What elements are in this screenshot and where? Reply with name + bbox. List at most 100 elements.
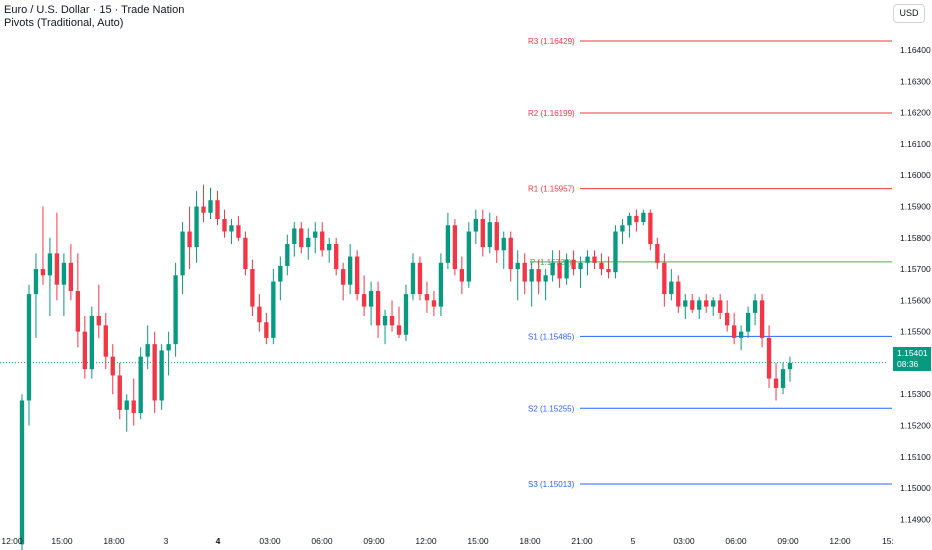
candle <box>718 294 723 320</box>
candle <box>578 256 583 288</box>
candle-body <box>683 300 688 307</box>
candle-body <box>327 244 332 251</box>
candle-body <box>152 344 157 401</box>
candle-body <box>697 300 702 310</box>
candle <box>522 253 527 295</box>
candle-body <box>271 281 276 338</box>
candle <box>438 253 444 316</box>
candle <box>54 212 60 301</box>
candle <box>431 290 437 316</box>
indicator-label[interactable]: Pivots (Traditional, Auto) <box>4 17 124 29</box>
candle-body <box>187 231 192 248</box>
chart-header: Euro / U.S. Dollar · 15 · Trade Nation P… <box>4 4 184 30</box>
candle-body <box>375 290 381 326</box>
candle <box>152 331 157 413</box>
candle-body <box>159 350 164 401</box>
pivot-label: R3 (1.16429) <box>528 37 575 46</box>
candle <box>606 256 611 279</box>
candle <box>375 281 381 338</box>
candle-body <box>61 262 67 285</box>
candle <box>466 222 472 288</box>
candle <box>529 262 534 307</box>
candle <box>389 300 395 332</box>
y-tick-label: 1.15900 <box>900 201 931 211</box>
candle <box>711 297 716 316</box>
candle <box>766 325 772 388</box>
pivot-label: R1 (1.15957) <box>528 185 575 194</box>
candle <box>564 253 569 285</box>
candle-body <box>592 256 597 263</box>
candle-body <box>550 262 555 276</box>
candle <box>243 231 248 276</box>
candle-body <box>89 315 94 370</box>
candle <box>145 325 150 370</box>
candle-body <box>166 344 171 351</box>
candle <box>187 206 192 270</box>
x-tick-label: 5 <box>631 536 636 546</box>
candle-body <box>452 225 458 270</box>
x-tick-label: 12:00 <box>1 536 23 546</box>
candle-body <box>606 269 611 273</box>
candle <box>683 294 688 320</box>
candle-body <box>508 237 513 270</box>
pivot-levels: R3 (1.16429) R2 (1.16199) R1 (1.15957) P (1… <box>528 37 892 489</box>
pivot-label: S3 (1.15013) <box>528 480 575 489</box>
candle <box>592 250 597 270</box>
candle <box>759 294 765 348</box>
candle-body <box>724 312 730 326</box>
time-axis[interactable]: 12:00 15:00 18:00 3 4 03:00 06:00 09:00 12:00 15:… <box>1 536 894 546</box>
candle <box>117 362 122 420</box>
symbol-title[interactable]: Euro / U.S. Dollar · 15 · Trade Nation <box>4 4 185 16</box>
candle-body <box>480 219 485 248</box>
currency-button[interactable]: USD <box>893 4 925 23</box>
candle-body <box>487 222 492 248</box>
candle-body <box>417 262 423 295</box>
candle <box>662 253 667 307</box>
y-tick-label: 1.14900 <box>900 514 931 524</box>
candle <box>410 253 416 301</box>
candle <box>257 294 262 332</box>
candle <box>236 215 241 241</box>
x-tick-label: 15:00 <box>51 536 73 546</box>
candle <box>773 362 779 401</box>
candle-body <box>773 378 779 388</box>
candle <box>382 309 388 345</box>
candle <box>131 378 136 426</box>
candle-body <box>320 231 325 251</box>
pivot-label: S2 (1.15255) <box>528 404 575 413</box>
candle <box>292 222 297 257</box>
candle-body <box>208 200 213 213</box>
candle-body <box>236 225 241 238</box>
candle <box>676 275 681 313</box>
candle-body <box>466 231 472 282</box>
bar-countdown: 08:36 <box>897 359 919 369</box>
candle-body <box>54 253 60 285</box>
candle-body <box>68 262 74 291</box>
candle <box>648 209 653 251</box>
x-tick-label: 09:00 <box>363 536 385 546</box>
candle-body <box>704 300 709 307</box>
candle <box>585 250 590 276</box>
candle <box>278 256 283 301</box>
price-axis[interactable]: 1.16400 1.16300 1.16200 1.16100 1.16000 1.159… <box>900 45 931 524</box>
candle-body <box>292 228 297 245</box>
candle <box>215 190 220 226</box>
candle <box>33 253 39 338</box>
candle <box>403 284 409 342</box>
candle <box>110 344 115 395</box>
candle <box>194 190 199 263</box>
candle-body <box>110 356 115 376</box>
candle-body <box>745 312 751 332</box>
candle <box>459 256 465 295</box>
y-tick-label: 1.15300 <box>900 389 931 399</box>
candle-body <box>354 256 360 295</box>
candle <box>166 331 171 376</box>
candle <box>138 347 143 420</box>
candle-body <box>47 253 53 276</box>
candle-body <box>243 237 248 270</box>
candle <box>82 315 88 379</box>
candle-body <box>334 244 339 270</box>
y-tick-label: 1.16300 <box>900 76 931 86</box>
x-tick-label: 21:00 <box>571 536 593 546</box>
